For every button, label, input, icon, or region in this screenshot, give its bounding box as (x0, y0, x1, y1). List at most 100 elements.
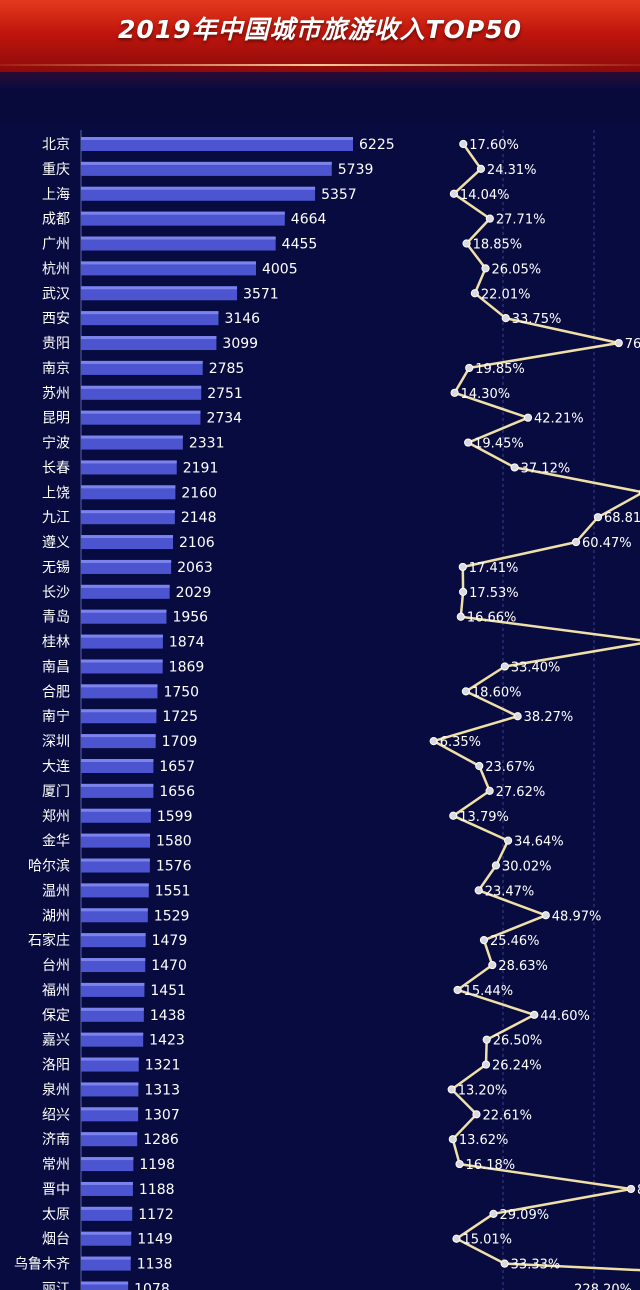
bar-highlight (81, 808, 151, 812)
line-label: 18.60% (472, 685, 522, 700)
bar (81, 759, 154, 773)
bar (81, 485, 176, 500)
category-label: 泉州 (42, 1081, 70, 1098)
category-label: 济南 (42, 1132, 70, 1148)
line-point (488, 960, 497, 970)
line-point (481, 264, 490, 273)
bar (81, 535, 174, 550)
value-label: 2751 (207, 386, 243, 402)
category-label: 重庆 (42, 162, 70, 178)
value-label: 1078 (134, 1281, 170, 1290)
line-label: 60.47% (582, 536, 632, 551)
line-point (447, 1085, 456, 1094)
line-label: 34.64% (514, 835, 564, 850)
bar (81, 510, 175, 525)
value-label: 1599 (157, 809, 193, 825)
category-label: 哈尔滨 (28, 859, 70, 875)
value-label: 2063 (177, 560, 213, 576)
category-label: 遵义 (42, 534, 70, 551)
value-label: 4664 (291, 212, 327, 228)
bar-highlight (81, 460, 177, 464)
value-label: 1869 (169, 659, 205, 675)
bar-highlight (81, 510, 175, 514)
bar (81, 1082, 139, 1097)
bar (81, 137, 353, 151)
line-point (501, 314, 510, 323)
bar (81, 1007, 144, 1022)
line-point (448, 1135, 457, 1144)
bar-highlight (81, 286, 238, 290)
value-label: 2191 (183, 460, 219, 476)
value-label: 3571 (243, 286, 279, 302)
line-label: 33.75% (512, 312, 562, 327)
bar-highlight (81, 709, 157, 713)
bar (81, 684, 158, 699)
bar (81, 659, 163, 674)
category-label: 南京 (42, 361, 70, 377)
bar-highlight (81, 336, 217, 340)
line-point (500, 662, 509, 671)
value-label: 1149 (137, 1232, 173, 1248)
line-point (472, 1110, 481, 1119)
line-label: 26.50% (493, 1034, 543, 1049)
bar-highlight (81, 1206, 133, 1210)
value-label: 1657 (159, 759, 195, 775)
value-label: 2029 (176, 585, 212, 601)
bar-highlight (81, 137, 353, 140)
bar (81, 1132, 138, 1147)
category-label: 石家庄 (28, 932, 70, 949)
value-label: 2106 (179, 535, 215, 551)
value-label: 3146 (224, 311, 260, 327)
bar-highlight (81, 659, 163, 663)
line-point (485, 786, 494, 795)
line-point (485, 214, 494, 223)
bar-highlight (81, 1107, 139, 1111)
category-label: 杭州 (42, 261, 70, 277)
line-point (513, 712, 522, 721)
line-point (489, 1209, 498, 1218)
value-label: 1307 (144, 1107, 180, 1123)
bar (81, 336, 217, 351)
bar-highlight (81, 833, 151, 837)
bar (81, 211, 285, 226)
line-label: 68.81% (604, 511, 640, 526)
value-label: 1423 (149, 1033, 185, 1049)
line-point (461, 687, 471, 696)
line-point (593, 513, 603, 522)
bar (81, 360, 203, 375)
category-label: 西安 (42, 311, 70, 327)
line-point (530, 1010, 539, 1019)
bar (81, 609, 167, 624)
bar (81, 1206, 133, 1221)
value-label: 1709 (162, 734, 198, 750)
value-label: 1438 (150, 1008, 186, 1024)
line-point (510, 463, 519, 472)
bar (81, 236, 276, 251)
bar-highlight (81, 1157, 134, 1161)
category-label: 温州 (42, 883, 70, 899)
line-point (479, 936, 489, 945)
category-label: 武汉 (42, 286, 70, 302)
bar (81, 1181, 133, 1196)
bar-highlight (81, 609, 167, 613)
category-label: 湖州 (42, 908, 70, 924)
line-label: 42.21% (534, 412, 584, 427)
bar-highlight (81, 908, 148, 912)
line-label: 33.33% (511, 1258, 561, 1273)
bar-highlight (81, 1057, 139, 1061)
line-point (464, 438, 473, 447)
value-label: 1321 (145, 1058, 181, 1074)
line-label: 38.27% (524, 710, 574, 725)
bar-highlight (81, 211, 285, 215)
line-point (456, 612, 465, 621)
line-point (491, 861, 501, 870)
value-label: 1286 (143, 1132, 179, 1148)
line-label: 19.85% (475, 362, 525, 377)
bar-highlight (81, 311, 219, 315)
line-point (482, 1035, 491, 1044)
category-label: 晋中 (42, 1182, 70, 1198)
bar (81, 1281, 129, 1290)
category-label: 保定 (42, 1008, 70, 1024)
category-label: 台州 (42, 958, 70, 974)
